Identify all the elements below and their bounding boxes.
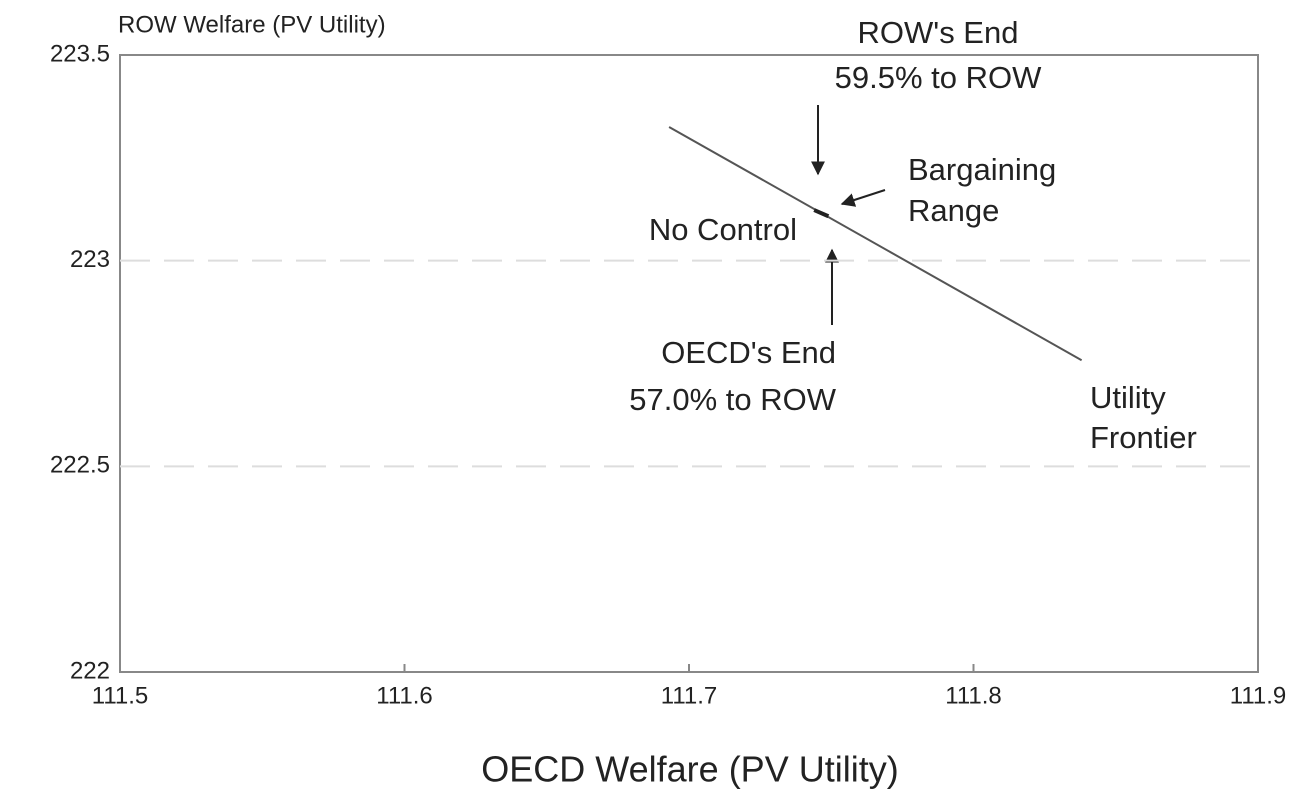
annotation: Frontier xyxy=(1090,420,1197,455)
x-tick-label: 111.7 xyxy=(661,682,718,709)
annotation: ROW's End xyxy=(858,15,1019,50)
annotation: Utility xyxy=(1090,380,1166,415)
x-tick-label: 111.8 xyxy=(945,682,1002,709)
x-tick-label: 111.9 xyxy=(1230,682,1287,709)
y-tick-label: 223 xyxy=(70,246,110,273)
x-axis-title: OECD Welfare (PV Utility) xyxy=(481,749,898,790)
annotation: 57.0% to ROW xyxy=(629,382,836,417)
y-tick-label: 222 xyxy=(70,657,110,684)
annotation: Range xyxy=(908,193,999,228)
series-line xyxy=(668,126,1083,362)
series-line xyxy=(813,208,830,219)
annotation: 59.5% to ROW xyxy=(835,60,1042,95)
annotation: Bargaining xyxy=(908,152,1056,187)
annotation: OECD's End xyxy=(661,335,836,370)
x-tick-label: 111.6 xyxy=(376,682,433,709)
arrow xyxy=(840,189,886,207)
y-tick-label: 223.5 xyxy=(50,40,110,67)
x-tick-label: 111.5 xyxy=(92,682,149,709)
y-tick-label: 222.5 xyxy=(50,452,110,479)
annotation: No Control xyxy=(649,212,797,247)
y-axis-title: ROW Welfare (PV Utility) xyxy=(118,11,386,38)
